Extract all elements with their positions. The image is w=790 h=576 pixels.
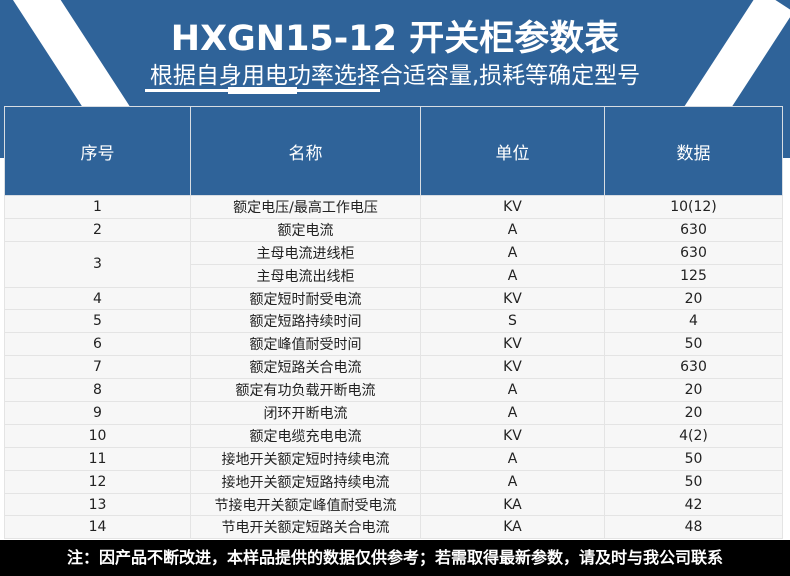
table-header-row: 序号 名称 单位 数据	[4, 106, 783, 196]
divider-bar	[228, 87, 297, 94]
param-unit: KV	[420, 423, 605, 448]
column-header: 序号	[4, 106, 191, 196]
column-header: 数据	[604, 106, 783, 196]
row-number: 7	[4, 355, 191, 380]
param-unit: S	[420, 309, 605, 334]
param-unit: A	[420, 446, 605, 471]
row-number: 12	[4, 469, 191, 494]
table-row: 7 额定短路关合电流 KV 630	[4, 355, 783, 380]
table-row: 8 额定有功负载开断电流 A 20	[4, 378, 783, 403]
param-name: 接地开关额定短路持续电流	[190, 469, 421, 494]
row-number: 10	[4, 423, 191, 448]
param-value: 20	[604, 378, 783, 403]
param-unit: A	[420, 401, 605, 425]
table-row: 10 额定电缆充电电流 KV 4(2)	[4, 423, 783, 448]
footer-note: 注：因产品不断改进，本样品提供的数据仅供参考；若需取得最新参数，请及时与我公司联…	[0, 540, 790, 576]
param-value: 10(12)	[604, 195, 783, 219]
param-unit: A	[420, 469, 605, 494]
param-value: 20	[604, 286, 783, 311]
param-unit: KA	[420, 515, 605, 540]
param-value: 630	[604, 355, 783, 380]
param-name: 额定短时耐受电流	[190, 286, 421, 311]
param-value: 4(2)	[604, 423, 783, 448]
table-row: 主母电流出线柜 A 125	[5, 263, 783, 288]
param-name: 节接电开关额定峰值耐受电流	[190, 492, 421, 517]
table-row: 12 接地开关额定短路持续电流 A 50	[4, 469, 783, 494]
row-number: 3	[4, 240, 191, 288]
table-row: 9 闭环开断电流 A 20	[4, 401, 783, 425]
param-value: 630	[604, 217, 783, 242]
column-header: 名称	[190, 106, 421, 196]
param-name: 额定峰值耐受时间	[190, 332, 421, 357]
table-row: 3 主母电流进线柜 A 630	[4, 240, 783, 288]
param-name: 闭环开断电流	[190, 401, 421, 425]
param-unit: KV	[420, 355, 605, 380]
param-name: 主母电流进线柜	[190, 240, 421, 265]
table-row: 5 额定短路持续时间 S 4	[4, 309, 783, 334]
param-value: 4	[604, 309, 783, 334]
param-name: 主母电流出线柜	[190, 263, 421, 288]
column-header: 单位	[420, 106, 605, 196]
param-name: 额定电流	[190, 217, 421, 242]
param-value: 630	[604, 240, 783, 265]
param-name: 额定有功负载开断电流	[190, 378, 421, 403]
row-number: 4	[4, 286, 191, 311]
param-unit: KV	[420, 332, 605, 357]
param-name: 额定短路关合电流	[190, 355, 421, 380]
param-value: 50	[604, 469, 783, 494]
row-number: 11	[4, 446, 191, 471]
param-unit: A	[420, 263, 605, 288]
row-number: 9	[4, 401, 191, 425]
row-number: 14	[4, 515, 191, 540]
param-value: 42	[604, 492, 783, 517]
table-row: 4 额定短时耐受电流 KV 20	[4, 286, 783, 311]
param-unit: KA	[420, 492, 605, 517]
param-value: 50	[604, 446, 783, 471]
param-name: 额定短路持续时间	[190, 309, 421, 334]
param-value: 125	[604, 263, 783, 288]
param-value: 50	[604, 332, 783, 357]
table-row: 2 额定电流 A 630	[4, 217, 783, 242]
row-number: 13	[4, 492, 191, 517]
row-number: 8	[4, 378, 191, 403]
page-title: HXGN15-12 开关柜参数表	[170, 19, 620, 59]
table-row: 14 节电开关额定短路关合电流 KA 48	[4, 515, 783, 540]
param-unit: A	[420, 378, 605, 403]
param-name: 节电开关额定短路关合电流	[190, 515, 421, 540]
table-row: 1 额定电压/最高工作电压 KV 10(12)	[4, 195, 783, 219]
row-number: 2	[4, 217, 191, 242]
table-row: 13 节接电开关额定峰值耐受电流 KA 42	[4, 492, 783, 517]
row-number: 5	[4, 309, 191, 334]
param-value: 48	[604, 515, 783, 540]
parameter-table: 序号 名称 单位 数据 1 额定电压/最高工作电压 KV 10(12) 2 额定电流 A 63…	[4, 106, 783, 540]
param-value: 20	[604, 401, 783, 425]
param-unit: A	[420, 217, 605, 242]
table-row: 6 额定峰值耐受时间 KV 50	[4, 332, 783, 357]
table-row: 11 接地开关额定短时持续电流 A 50	[4, 446, 783, 471]
row-number: 1	[4, 195, 191, 219]
param-name: 额定电压/最高工作电压	[190, 195, 421, 219]
page-subtitle: 根据自身用电功率选择合适容量,损耗等确定型号	[149, 63, 641, 89]
param-name: 额定电缆充电电流	[190, 423, 421, 448]
param-unit: KV	[420, 286, 605, 311]
param-unit: A	[420, 240, 605, 265]
row-number: 6	[4, 332, 191, 357]
param-unit: KV	[420, 195, 605, 219]
param-name: 接地开关额定短时持续电流	[190, 446, 421, 471]
